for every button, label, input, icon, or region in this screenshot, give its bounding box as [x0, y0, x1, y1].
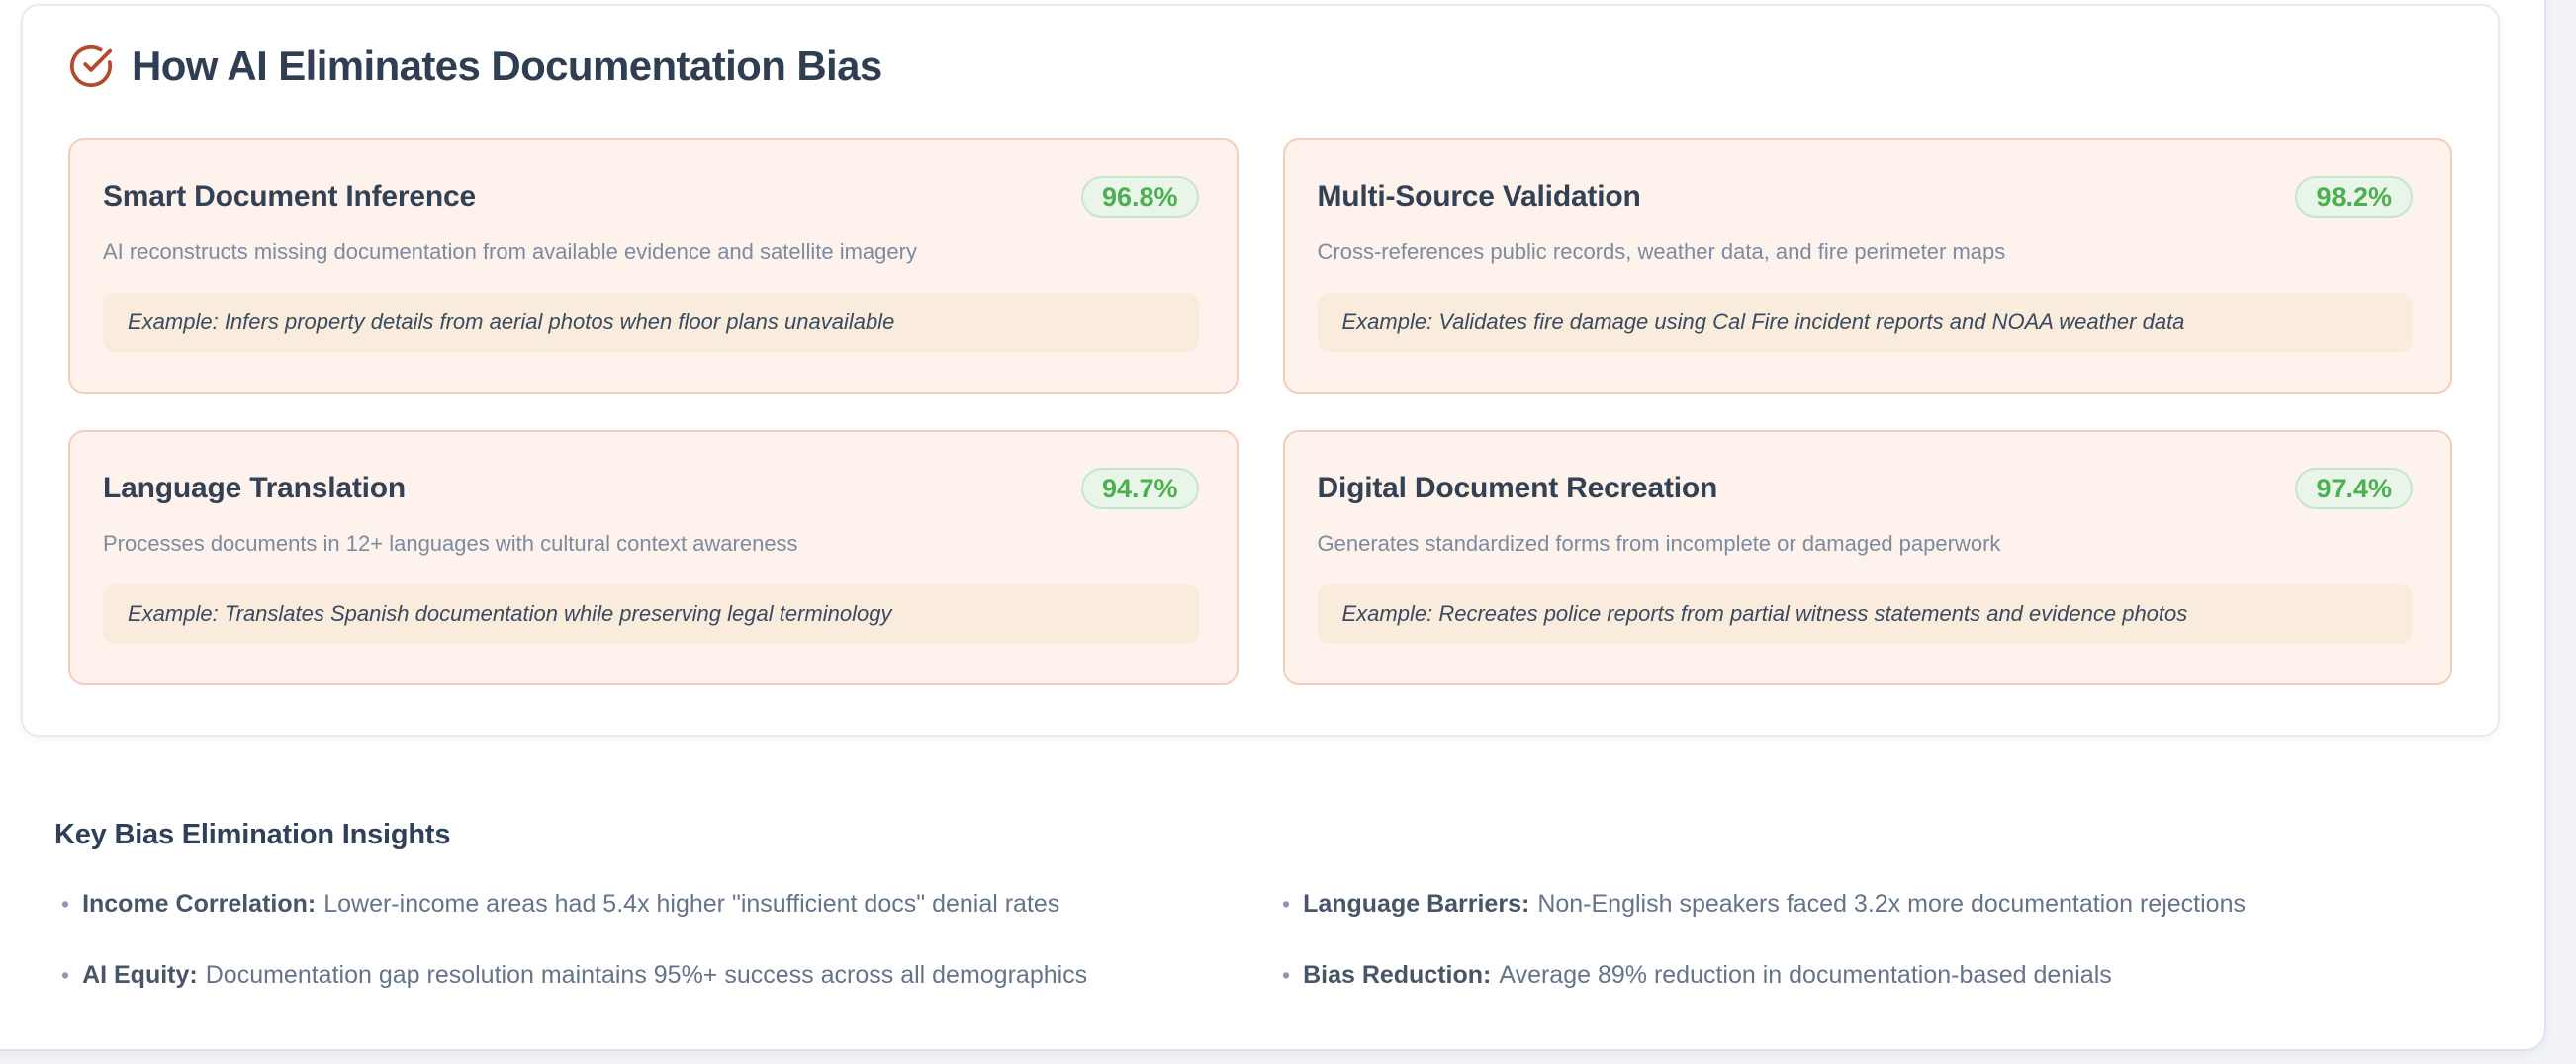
feature-header: Digital Document Recreation 97.4%: [1317, 468, 2413, 509]
feature-header: Language Translation 94.7%: [103, 468, 1199, 509]
insight-label: Language Barriers:: [1303, 890, 1530, 918]
feature-title: Multi-Source Validation: [1317, 180, 1641, 213]
feature-header: Multi-Source Validation 98.2%: [1317, 176, 2413, 218]
insight-label: Bias Reduction:: [1303, 961, 1492, 989]
feature-header: Smart Document Inference 96.8%: [103, 176, 1199, 218]
feature-description: Processes documents in 12+ languages wit…: [103, 531, 798, 556]
insights-grid: • Income Correlation: Lower-income areas h…: [54, 887, 2464, 992]
insight-label: AI Equity:: [82, 961, 198, 989]
example-box: Example: Translates Spanish documentatio…: [103, 584, 1199, 644]
feature-card-digital-document-recreation: Digital Document Recreation 97.4% Genera…: [1282, 430, 2452, 685]
insight-label: Income Correlation:: [82, 890, 317, 918]
example-text: Example: Translates Spanish documentatio…: [128, 601, 892, 626]
insight-income-correlation: • Income Correlation: Lower-income areas h…: [61, 887, 1282, 921]
feature-title: Digital Document Recreation: [1317, 472, 1718, 504]
score-badge: 98.2%: [2295, 176, 2413, 218]
circle-check-icon: [69, 44, 113, 88]
insight-ai-equity: • AI Equity: Documentation gap resolution …: [61, 958, 1282, 992]
feature-title: Smart Document Inference: [103, 180, 476, 213]
content-panel: How AI Eliminates Documentation Bias Sma…: [0, 0, 2546, 1051]
feature-description: AI reconstructs missing documentation fr…: [103, 239, 917, 264]
feature-grid: Smart Document Inference 96.8% AI recons…: [68, 138, 2452, 685]
example-text: Example: Validates fire damage using Cal…: [1341, 310, 2185, 334]
insight-bias-reduction: • Bias Reduction: Average 89% reduction in…: [1282, 958, 2464, 992]
hero-header: How AI Eliminates Documentation Bias: [68, 42, 2452, 91]
feature-title: Language Translation: [103, 472, 407, 504]
example-box: Example: Validates fire damage using Cal…: [1317, 293, 2413, 352]
insights-heading: Key Bias Elimination Insights: [54, 819, 451, 850]
example-box: Example: Recreates police reports from p…: [1317, 584, 2413, 644]
insight-text: Average 89% reduction in documentation-b…: [1499, 961, 2112, 989]
insights-section: Key Bias Elimination Insights • Income Co…: [21, 816, 2464, 992]
example-text: Example: Recreates police reports from p…: [1341, 601, 2188, 626]
bullet-dot-icon: •: [61, 962, 70, 988]
score-badge: 94.7%: [1080, 468, 1199, 509]
insight-text: Non-English speakers faced 3.2x more doc…: [1537, 890, 2246, 918]
ai-bias-card: How AI Eliminates Documentation Bias Sma…: [21, 4, 2500, 737]
feature-card-language-translation: Language Translation 94.7% Processes doc…: [68, 430, 1239, 685]
bullet-dot-icon: •: [1282, 962, 1291, 988]
bullet-dot-icon: •: [1282, 891, 1291, 917]
insight-text: Documentation gap resolution maintains 9…: [205, 961, 1088, 989]
score-badge: 97.4%: [2295, 468, 2413, 509]
insight-language-barriers: • Language Barriers: Non-English speakers …: [1282, 887, 2464, 921]
feature-description: Generates standardized forms from incomp…: [1317, 531, 2001, 556]
page-title: How AI Eliminates Documentation Bias: [132, 43, 882, 89]
insight-text: Lower-income areas had 5.4x higher "insu…: [323, 890, 1060, 918]
score-badge: 96.8%: [1080, 176, 1199, 218]
bullet-dot-icon: •: [61, 891, 70, 917]
example-box: Example: Infers property details from ae…: [103, 293, 1199, 352]
feature-card-multi-source-validation: Multi-Source Validation 98.2% Cross-refe…: [1282, 138, 2452, 394]
example-text: Example: Infers property details from ae…: [128, 310, 895, 334]
feature-description: Cross-references public records, weather…: [1317, 239, 2006, 264]
feature-card-smart-document-inference: Smart Document Inference 96.8% AI recons…: [68, 138, 1239, 394]
